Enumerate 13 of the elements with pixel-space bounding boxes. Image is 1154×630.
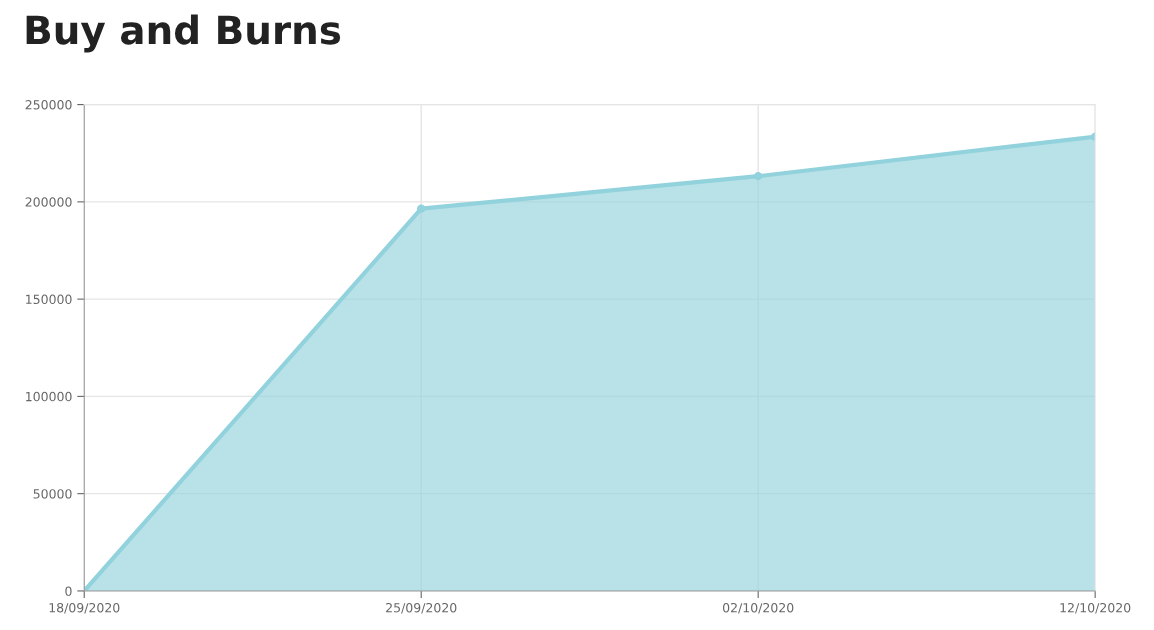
x-tick-label: 12/10/2020 [1060, 602, 1131, 614]
y-tick-label: 200000 [25, 197, 72, 207]
x-tick-label: 18/09/2020 [49, 602, 120, 614]
y-tick-label: 50000 [33, 489, 72, 499]
y-tick-label: 250000 [25, 100, 72, 110]
y-tick-label: 150000 [26, 294, 72, 305]
chart-title: Buy and Burns [26, 14, 341, 53]
x-tick-label: 02/10/2020 [722, 602, 794, 614]
point [417, 204, 426, 213]
y-tick-label: 0 [65, 586, 72, 596]
y-tick-label: 100000 [26, 391, 72, 402]
point [754, 172, 763, 181]
x-tick-label: 25/09/2020 [386, 602, 457, 614]
